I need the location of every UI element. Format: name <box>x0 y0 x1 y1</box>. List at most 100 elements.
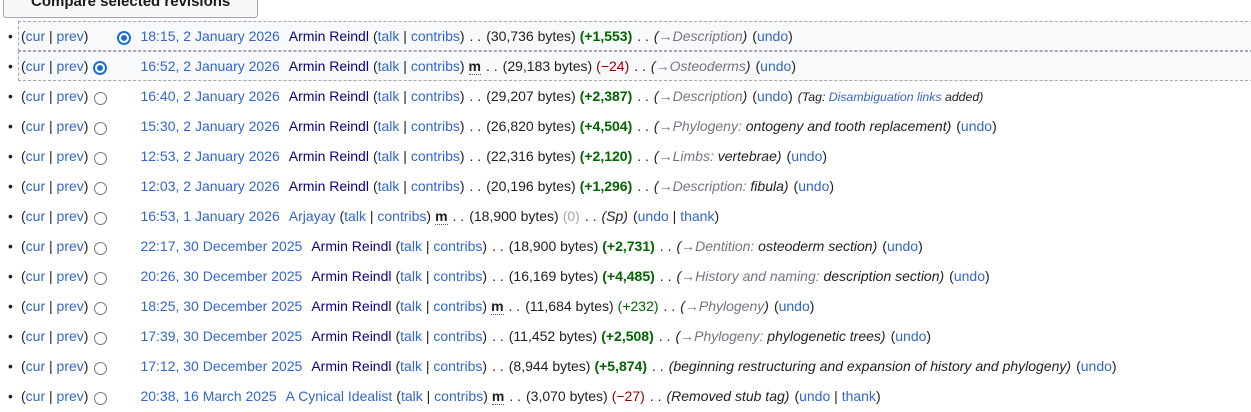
thank-link[interactable]: thank <box>680 208 715 224</box>
revision-timestamp-link[interactable]: 12:53, 2 January 2026 <box>140 148 280 164</box>
undo-link[interactable]: undo <box>886 238 919 254</box>
user-link[interactable]: Armin Reindl <box>288 178 369 194</box>
user-link[interactable]: Armin Reindl <box>311 358 392 374</box>
revision-timestamp-link[interactable]: 20:38, 16 March 2025 <box>140 388 277 404</box>
revision-timestamp-link[interactable]: 17:12, 30 December 2025 <box>140 358 303 374</box>
cur-link[interactable]: cur <box>25 268 46 284</box>
cur-link[interactable]: cur <box>25 148 46 164</box>
revision-timestamp-link[interactable]: 16:53, 1 January 2026 <box>140 208 280 224</box>
prev-link[interactable]: prev <box>56 298 84 314</box>
user-link[interactable]: Armin Reindl <box>288 148 369 164</box>
user-talk-link[interactable]: talk <box>377 28 400 44</box>
undo-link[interactable]: undo <box>778 298 810 314</box>
user-talk-link[interactable]: talk <box>377 58 400 74</box>
revision-timestamp-link[interactable]: 12:03, 2 January 2026 <box>140 178 280 194</box>
user-talk-link[interactable]: talk <box>377 178 400 194</box>
user-talk-link[interactable]: talk <box>377 88 400 104</box>
user-talk-link[interactable]: talk <box>400 328 422 344</box>
cur-link[interactable]: cur <box>25 88 46 104</box>
user-contribs-link[interactable]: contribs <box>433 298 483 314</box>
section-autocomment-link[interactable]: →Phylogeny <box>684 298 765 314</box>
revision-radio-selected[interactable] <box>95 63 106 74</box>
user-link[interactable]: Armin Reindl <box>311 268 392 284</box>
undo-link[interactable]: undo <box>756 88 789 104</box>
revision-timestamp-link[interactable]: 18:15, 2 January 2026 <box>140 28 280 44</box>
user-link[interactable]: Armin Reindl <box>288 58 369 74</box>
revision-timestamp-link[interactable]: 22:17, 30 December 2025 <box>140 238 303 254</box>
undo-link[interactable]: undo <box>756 28 789 44</box>
user-link[interactable]: Armin Reindl <box>288 118 369 134</box>
section-autocomment-link[interactable]: →History and naming: <box>681 268 820 284</box>
prev-link[interactable]: prev <box>56 268 84 284</box>
user-contribs-link[interactable]: contribs <box>433 268 483 284</box>
user-link[interactable]: Armin Reindl <box>288 88 369 104</box>
revision-radio[interactable] <box>93 152 107 166</box>
user-contribs-link[interactable]: contribs <box>410 178 460 194</box>
revision-timestamp-link[interactable]: 17:39, 30 December 2025 <box>140 328 303 344</box>
undo-link[interactable]: undo <box>637 208 669 224</box>
cur-link[interactable]: cur <box>25 388 46 404</box>
user-contribs-link[interactable]: contribs <box>410 118 460 134</box>
revision-radio-selected[interactable] <box>119 33 130 44</box>
user-contribs-link[interactable]: contribs <box>410 58 460 74</box>
user-talk-link[interactable]: talk <box>344 208 366 224</box>
user-link[interactable]: Armin Reindl <box>288 28 369 44</box>
section-autocomment-link[interactable]: →Limbs: <box>658 148 714 164</box>
section-autocomment-link[interactable]: →Dentition: <box>681 238 755 254</box>
revision-timestamp-link[interactable]: 15:30, 2 January 2026 <box>140 118 280 134</box>
prev-link[interactable]: prev <box>56 58 84 74</box>
prev-link[interactable]: prev <box>56 358 84 374</box>
section-autocomment-link[interactable]: →Description <box>658 28 743 44</box>
section-autocomment-link[interactable]: →Phylogeny: <box>680 328 764 344</box>
thank-link[interactable]: thank <box>841 388 876 404</box>
undo-link[interactable]: undo <box>798 178 830 194</box>
user-talk-link[interactable]: talk <box>400 268 422 284</box>
user-talk-link[interactable]: talk <box>400 298 422 314</box>
undo-link[interactable]: undo <box>895 328 927 344</box>
user-talk-link[interactable]: talk <box>377 118 400 134</box>
tag-link[interactable]: Disambiguation links <box>828 90 942 104</box>
section-autocomment-link[interactable]: →Phylogeny: <box>658 118 742 134</box>
cur-link[interactable]: cur <box>25 238 46 254</box>
undo-link[interactable]: undo <box>1080 358 1112 374</box>
undo-link[interactable]: undo <box>791 148 823 164</box>
section-autocomment-link[interactable]: →Osteoderms <box>655 58 746 74</box>
undo-link[interactable]: undo <box>799 388 831 404</box>
prev-link[interactable]: prev <box>56 148 84 164</box>
cur-link[interactable]: cur <box>25 58 46 74</box>
undo-link[interactable]: undo <box>953 268 985 284</box>
revision-timestamp-link[interactable]: 20:26, 30 December 2025 <box>140 268 303 284</box>
prev-link[interactable]: prev <box>56 178 84 194</box>
section-autocomment-link[interactable]: →Description <box>658 88 743 104</box>
prev-link[interactable]: prev <box>56 28 84 44</box>
prev-link[interactable]: prev <box>56 328 84 344</box>
section-autocomment-link[interactable]: →Description: <box>658 178 747 194</box>
revision-radio[interactable] <box>93 122 107 136</box>
cur-link[interactable]: cur <box>25 328 46 344</box>
revision-radio[interactable] <box>93 302 107 316</box>
revision-radio[interactable] <box>93 92 107 106</box>
revision-radio[interactable] <box>93 182 107 196</box>
user-link[interactable]: A Cynical Idealist <box>285 388 393 404</box>
user-contribs-link[interactable]: contribs <box>433 238 483 254</box>
undo-link[interactable]: undo <box>960 118 993 134</box>
user-contribs-link[interactable]: contribs <box>410 88 460 104</box>
revision-radio[interactable] <box>93 212 107 226</box>
user-talk-link[interactable]: talk <box>400 388 423 404</box>
prev-link[interactable]: prev <box>56 208 84 224</box>
revision-radio[interactable] <box>93 272 107 286</box>
revision-radio[interactable] <box>93 362 107 376</box>
user-link[interactable]: Arjayay <box>288 208 336 224</box>
compare-selected-revisions-button[interactable]: Compare selected revisions <box>3 0 259 18</box>
user-talk-link[interactable]: talk <box>400 358 422 374</box>
revision-radio[interactable] <box>93 392 107 406</box>
user-link[interactable]: Armin Reindl <box>311 328 392 344</box>
cur-link[interactable]: cur <box>25 118 46 134</box>
prev-link[interactable]: prev <box>56 88 84 104</box>
cur-link[interactable]: cur <box>25 208 46 224</box>
user-talk-link[interactable]: talk <box>377 148 400 164</box>
cur-link[interactable]: cur <box>25 298 46 314</box>
user-contribs-link[interactable]: contribs <box>377 208 427 224</box>
user-contribs-link[interactable]: contribs <box>433 328 483 344</box>
user-link[interactable]: Armin Reindl <box>311 298 392 314</box>
